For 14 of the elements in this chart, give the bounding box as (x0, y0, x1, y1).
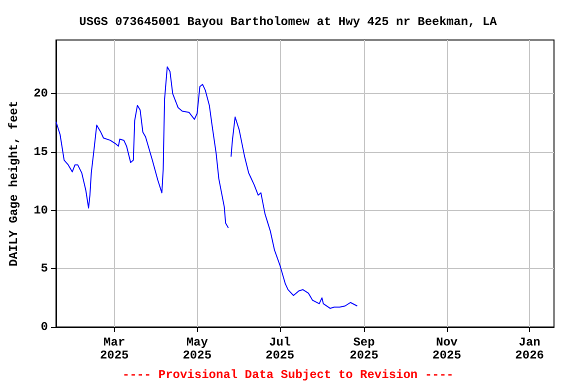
y-tick-label: 10 (34, 203, 48, 218)
chart-title: USGS 073645001 Bayou Bartholomew at Hwy 425 nr Beekman, LA (79, 15, 498, 29)
text: ---- Provisional Data Subject to Revision ---- (122, 368, 454, 382)
x-tick-label: Nov 2025 (432, 336, 462, 362)
x-tick-label: May 2025 (182, 336, 212, 362)
x-tick-label: Jul 2025 (265, 336, 294, 362)
y-axis-title: DAILY Gage height, feet (7, 100, 21, 266)
y-tick-label: 15 (34, 145, 48, 159)
y-tick-label: 20 (34, 86, 48, 101)
y-tick-label: 5 (40, 262, 48, 276)
y-tick-label: 0 (40, 320, 48, 334)
x-tick-label: Mar 2025 (100, 336, 129, 362)
x-tick-label: Sep 2025 (350, 336, 378, 362)
x-tick-label: Jan 2026 (515, 336, 544, 362)
